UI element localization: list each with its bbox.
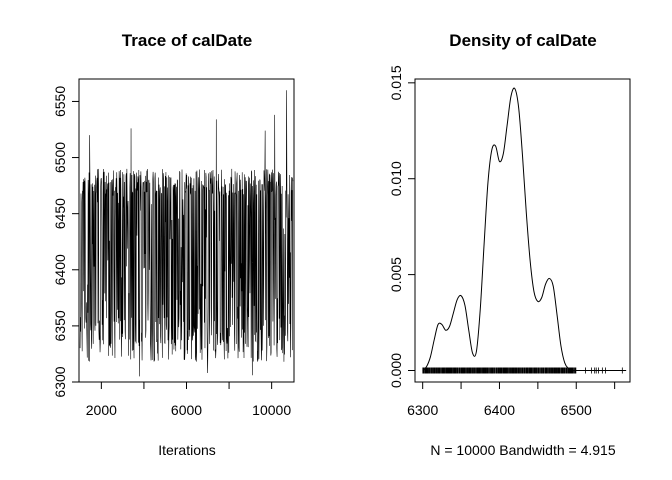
density-curve: [422, 87, 627, 372]
density-rug: [422, 367, 623, 374]
trace-x-axis: 2000 6000 10000: [86, 381, 291, 418]
density-panel: Density of calDate 6300 6400 6500 0.0000.0…: [388, 31, 631, 458]
trace-series-line: [79, 90, 294, 377]
trace-y-tick-label: 6300: [52, 366, 68, 397]
density-x-tick-label: 6400: [484, 402, 515, 418]
trace-title: Trace of calDate: [122, 31, 252, 50]
trace-y-tick-label: 6500: [52, 142, 68, 173]
trace-x-label: Iterations: [158, 442, 216, 458]
density-x-tick-label: 6500: [561, 402, 592, 418]
density-y-tick-label: 0.010: [388, 161, 404, 196]
density-x-label: N = 10000 Bandwidth = 4.915: [430, 442, 615, 458]
density-y-tick-label: 0.000: [388, 353, 404, 388]
density-y-tick-label: 0.015: [388, 65, 404, 100]
trace-y-tick-label: 6450: [52, 198, 68, 229]
trace-x-tick-label: 10000: [252, 402, 291, 418]
trace-y-tick-label: 6550: [52, 86, 68, 117]
trace-x-tick-label: 2000: [86, 402, 117, 418]
trace-y-axis: 6300 6350 6400 6450 6500 6550: [52, 86, 80, 398]
trace-x-tick-label: 6000: [171, 402, 202, 418]
density-x-tick-label: 6300: [407, 402, 438, 418]
trace-panel: Trace of calDate 2000 6000 10000 630063506…: [52, 31, 295, 458]
density-x-axis: 6300 6400 6500: [407, 381, 616, 418]
trace-y-tick-label: 6400: [52, 254, 68, 285]
density-y-axis: 0.000 0.005 0.010 0.015: [388, 65, 416, 388]
density-plot-box: [414, 78, 631, 383]
density-y-tick-label: 0.005: [388, 257, 404, 292]
density-title: Density of calDate: [449, 31, 596, 50]
trace-plot-area: [79, 90, 294, 377]
trace-y-tick-label: 6350: [52, 310, 68, 341]
